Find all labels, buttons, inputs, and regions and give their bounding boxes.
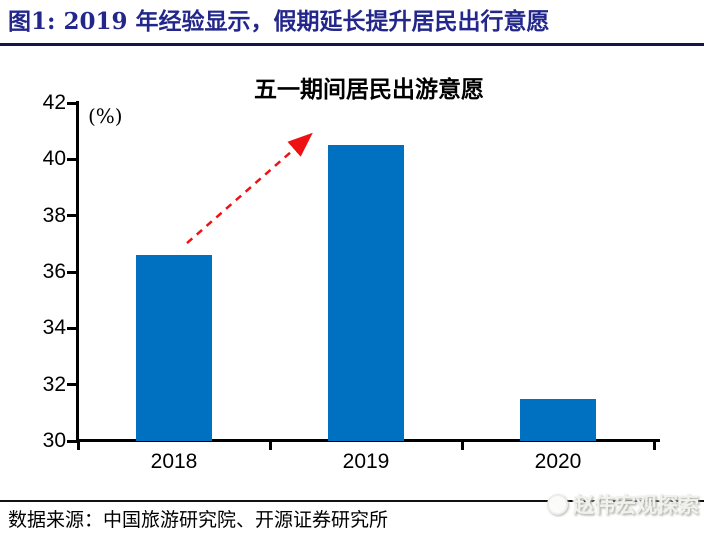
y-tick-label: 36 xyxy=(42,260,66,283)
x-tick-mark xyxy=(461,441,464,450)
figure-title: 图1: 2019 年经验显示，假期延长提升居民出行意愿 xyxy=(8,8,550,35)
bar-2018 xyxy=(136,255,212,441)
bar-2019 xyxy=(328,145,404,441)
x-tick-mark xyxy=(653,441,656,450)
watermark: 赵伟宏观探索 xyxy=(547,489,699,519)
bar-2020 xyxy=(520,399,596,441)
watermark-logo-icon xyxy=(547,493,568,515)
x-tick-mark xyxy=(269,441,272,450)
y-axis xyxy=(76,101,79,443)
y-axis-unit-label: (%) xyxy=(88,104,123,128)
y-tick-mark xyxy=(67,271,76,274)
y-tick-label: 42 xyxy=(42,91,66,114)
y-tick-mark xyxy=(67,214,76,217)
header-divider xyxy=(0,43,704,46)
x-axis-label: 2019 xyxy=(342,450,390,473)
y-tick-mark xyxy=(67,102,76,105)
watermark-text: 赵伟宏观探索 xyxy=(573,492,699,517)
footer-divider xyxy=(0,500,704,502)
y-tick-label: 32 xyxy=(42,373,66,396)
y-tick-label: 30 xyxy=(42,429,66,452)
x-tick-mark xyxy=(77,441,80,450)
data-source-note: 数据来源：中国旅游研究院、开源证券研究所 xyxy=(8,509,389,531)
x-axis-label: 2020 xyxy=(534,450,582,473)
y-tick-mark xyxy=(67,440,76,443)
y-tick-label: 40 xyxy=(42,147,66,170)
x-axis-label: 2018 xyxy=(150,450,198,473)
y-tick-mark xyxy=(67,383,76,386)
chart-title: 五一期间居民出游意愿 xyxy=(254,76,484,103)
y-tick-label: 34 xyxy=(42,316,66,339)
y-tick-mark xyxy=(67,158,76,161)
y-tick-label: 38 xyxy=(42,204,66,227)
y-tick-mark xyxy=(67,327,76,330)
